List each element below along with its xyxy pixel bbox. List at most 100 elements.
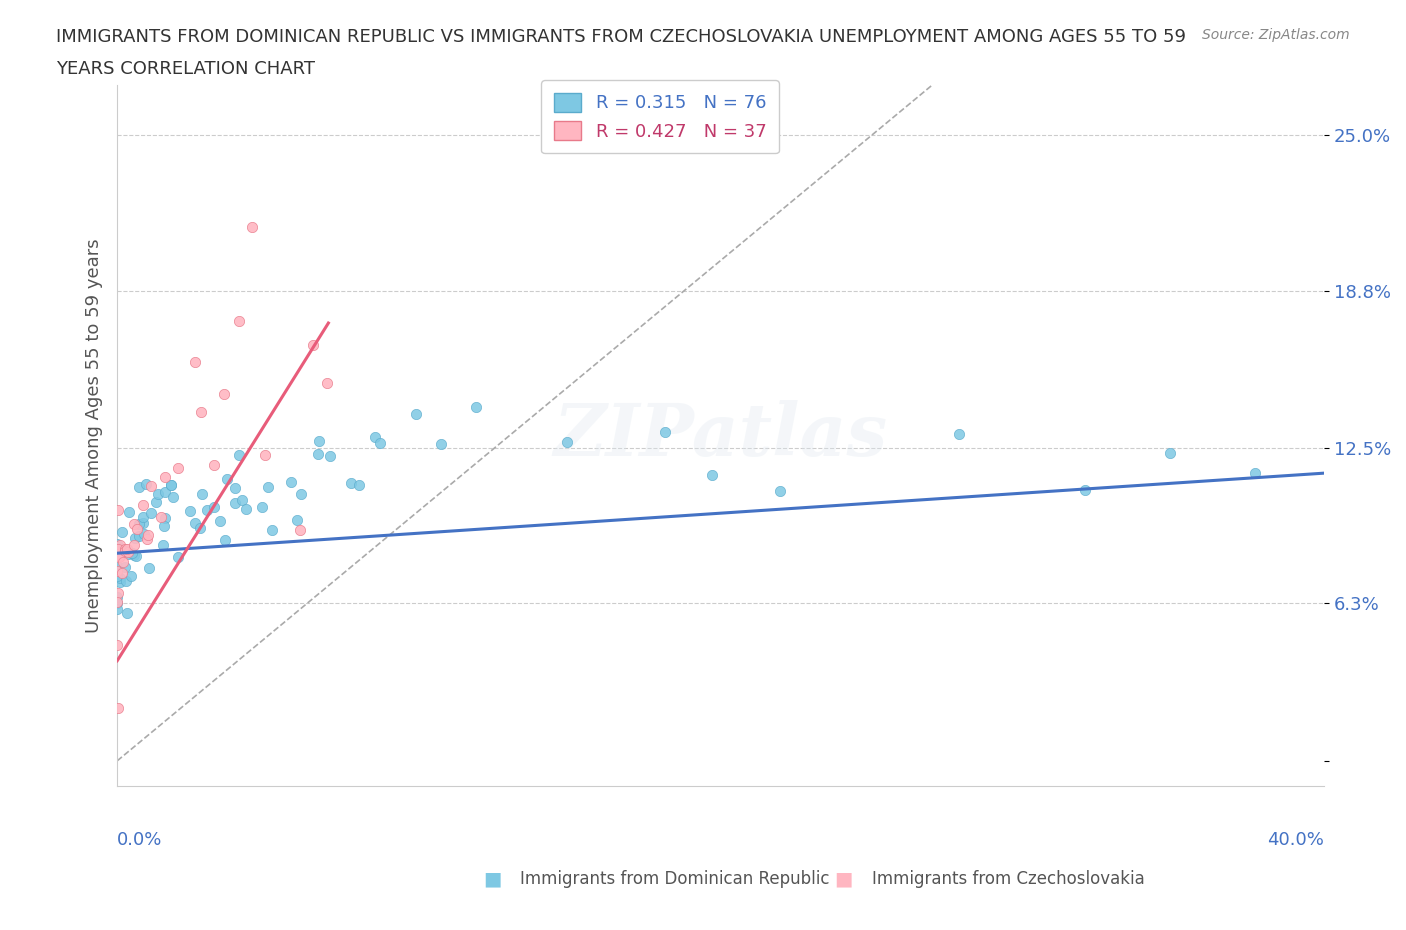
Point bbox=[138, 561, 160, 576]
Text: ■: ■ bbox=[482, 870, 502, 888]
Point bbox=[114, 542, 136, 557]
Point bbox=[107, 700, 129, 715]
Point bbox=[105, 590, 128, 604]
Y-axis label: Unemployment Among Ages 55 to 59 years: Unemployment Among Ages 55 to 59 years bbox=[86, 238, 103, 633]
Point bbox=[108, 575, 131, 590]
Point bbox=[769, 484, 792, 498]
Point bbox=[117, 546, 139, 561]
Text: ■: ■ bbox=[834, 870, 853, 888]
Point bbox=[347, 477, 370, 492]
Point bbox=[339, 476, 361, 491]
Point bbox=[108, 550, 131, 565]
Point bbox=[136, 527, 159, 542]
Point bbox=[110, 565, 132, 580]
Point bbox=[155, 470, 177, 485]
Point bbox=[250, 499, 273, 514]
Point bbox=[105, 596, 128, 611]
Point bbox=[107, 586, 129, 601]
Point bbox=[112, 554, 135, 569]
Point bbox=[184, 515, 207, 530]
Point bbox=[290, 486, 312, 501]
Point bbox=[105, 595, 128, 610]
Point bbox=[125, 522, 148, 537]
Point bbox=[188, 520, 211, 535]
Point bbox=[256, 480, 278, 495]
Point bbox=[108, 549, 131, 564]
Point bbox=[224, 496, 246, 511]
Point bbox=[254, 448, 277, 463]
Point bbox=[191, 486, 214, 501]
Point bbox=[307, 446, 329, 461]
Point bbox=[302, 338, 325, 352]
Point bbox=[121, 545, 143, 560]
Point bbox=[364, 430, 387, 445]
Point bbox=[212, 387, 235, 402]
Point bbox=[190, 405, 212, 419]
Point bbox=[153, 485, 176, 499]
Point bbox=[139, 506, 162, 521]
Point bbox=[150, 510, 173, 525]
Point bbox=[115, 605, 138, 620]
Point bbox=[319, 448, 342, 463]
Point bbox=[1159, 445, 1181, 460]
Point bbox=[197, 502, 219, 517]
Point bbox=[134, 526, 156, 541]
Point bbox=[405, 406, 427, 421]
Point bbox=[108, 548, 131, 563]
Point bbox=[108, 538, 131, 552]
Point bbox=[141, 478, 163, 493]
Text: 40.0%: 40.0% bbox=[1267, 830, 1324, 849]
Point bbox=[167, 550, 190, 565]
Point bbox=[209, 513, 232, 528]
Point bbox=[464, 400, 486, 415]
Text: Immigrants from Czechoslovakia: Immigrants from Czechoslovakia bbox=[872, 870, 1144, 888]
Point bbox=[228, 313, 250, 328]
Point bbox=[183, 354, 205, 369]
Point bbox=[235, 502, 257, 517]
Point bbox=[167, 461, 190, 476]
Point bbox=[107, 503, 129, 518]
Point bbox=[155, 511, 177, 525]
Point bbox=[128, 528, 150, 543]
Point bbox=[105, 537, 128, 551]
Point bbox=[654, 425, 676, 440]
Point bbox=[125, 549, 148, 564]
Text: Source: ZipAtlas.com: Source: ZipAtlas.com bbox=[1202, 28, 1350, 42]
Point bbox=[114, 544, 136, 559]
Point bbox=[948, 426, 970, 441]
Point bbox=[105, 564, 128, 578]
Point bbox=[159, 478, 181, 493]
Point bbox=[124, 530, 146, 545]
Point bbox=[280, 475, 302, 490]
Point bbox=[217, 472, 239, 486]
Point bbox=[287, 512, 309, 527]
Point bbox=[136, 531, 159, 546]
Point bbox=[122, 517, 145, 532]
Text: Immigrants from Dominican Republic: Immigrants from Dominican Republic bbox=[520, 870, 830, 888]
Text: ZIPatlas: ZIPatlas bbox=[554, 400, 887, 472]
Point bbox=[153, 518, 176, 533]
Point bbox=[430, 436, 453, 451]
Point bbox=[316, 376, 339, 391]
Point bbox=[117, 544, 139, 559]
Point bbox=[115, 541, 138, 556]
Point bbox=[1074, 483, 1097, 498]
Point bbox=[224, 481, 246, 496]
Point bbox=[214, 533, 236, 548]
Point bbox=[132, 515, 155, 530]
Point bbox=[132, 510, 155, 525]
Point bbox=[135, 477, 157, 492]
Point bbox=[105, 568, 128, 583]
Point bbox=[114, 560, 136, 575]
Point bbox=[115, 574, 138, 589]
Point bbox=[260, 522, 283, 537]
Point bbox=[288, 523, 311, 538]
Point bbox=[108, 570, 131, 585]
Point bbox=[228, 447, 250, 462]
Point bbox=[105, 602, 128, 617]
Point bbox=[107, 542, 129, 557]
Legend: R = 0.315   N = 76, R = 0.427   N = 37: R = 0.315 N = 76, R = 0.427 N = 37 bbox=[541, 80, 779, 153]
Text: IMMIGRANTS FROM DOMINICAN REPUBLIC VS IMMIGRANTS FROM CZECHOSLOVAKIA UNEMPLOYMEN: IMMIGRANTS FROM DOMINICAN REPUBLIC VS IM… bbox=[56, 28, 1187, 46]
Point bbox=[128, 517, 150, 532]
Point bbox=[117, 505, 139, 520]
